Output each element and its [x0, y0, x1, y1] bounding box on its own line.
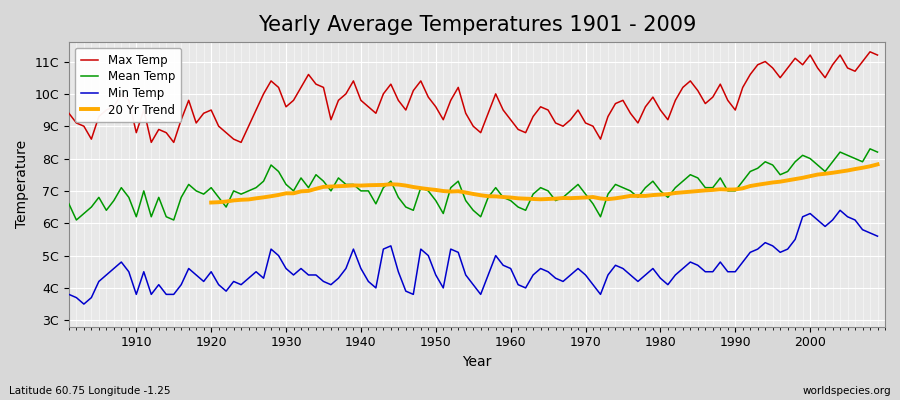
Min Temp [603, 272, 614, 277]
Mean Temp [130, 214, 141, 219]
Mean Temp [505, 198, 516, 203]
20 Yr Trend [206, 200, 217, 205]
Min Temp [513, 282, 524, 287]
Max Temp [603, 114, 614, 119]
X-axis label: Year: Year [463, 355, 491, 369]
Bar [69, 94, 885, 126]
20 Yr Trend [842, 168, 853, 173]
Max Temp [872, 53, 883, 58]
Max Temp [295, 85, 306, 90]
Mean Temp [64, 202, 75, 206]
20 Yr Trend [775, 179, 786, 184]
Bar [69, 158, 885, 191]
Y-axis label: Temperature: Temperature [15, 140, 29, 228]
Max Temp [64, 111, 75, 116]
Mean Temp [71, 218, 82, 222]
Max Temp [513, 127, 524, 132]
20 Yr Trend [408, 185, 418, 190]
Max Temp [146, 140, 157, 145]
Mean Temp [865, 146, 876, 151]
Line: Max Temp: Max Temp [69, 52, 878, 142]
20 Yr Trend [760, 181, 770, 186]
20 Yr Trend [670, 190, 680, 195]
Min Temp [340, 266, 351, 271]
20 Yr Trend [295, 189, 306, 194]
Bar [69, 223, 885, 256]
Bar [69, 288, 885, 320]
Text: worldspecies.org: worldspecies.org [803, 386, 891, 396]
Min Temp [295, 266, 306, 271]
Max Temp [505, 117, 516, 122]
Legend: Max Temp, Mean Temp, Min Temp, 20 Yr Trend: Max Temp, Mean Temp, Min Temp, 20 Yr Tre… [75, 48, 181, 122]
Mean Temp [603, 192, 614, 196]
Max Temp [340, 92, 351, 96]
Title: Yearly Average Temperatures 1901 - 2009: Yearly Average Temperatures 1901 - 2009 [257, 15, 696, 35]
Bar [69, 62, 885, 94]
Min Temp [834, 208, 845, 213]
Bar [69, 256, 885, 288]
Min Temp [872, 234, 883, 238]
Line: Min Temp: Min Temp [69, 210, 878, 304]
Max Temp [123, 98, 134, 103]
Min Temp [64, 292, 75, 297]
Bar [69, 191, 885, 223]
Mean Temp [295, 176, 306, 180]
Mean Temp [872, 150, 883, 154]
Mean Temp [513, 205, 524, 210]
Min Temp [78, 302, 89, 306]
Mean Temp [340, 182, 351, 187]
Min Temp [130, 292, 141, 297]
Bar [69, 126, 885, 158]
Line: Mean Temp: Mean Temp [69, 149, 878, 220]
Line: 20 Yr Trend: 20 Yr Trend [212, 164, 878, 202]
20 Yr Trend [872, 162, 883, 167]
Text: Latitude 60.75 Longitude -1.25: Latitude 60.75 Longitude -1.25 [9, 386, 170, 396]
Max Temp [865, 50, 876, 54]
Min Temp [505, 266, 516, 271]
